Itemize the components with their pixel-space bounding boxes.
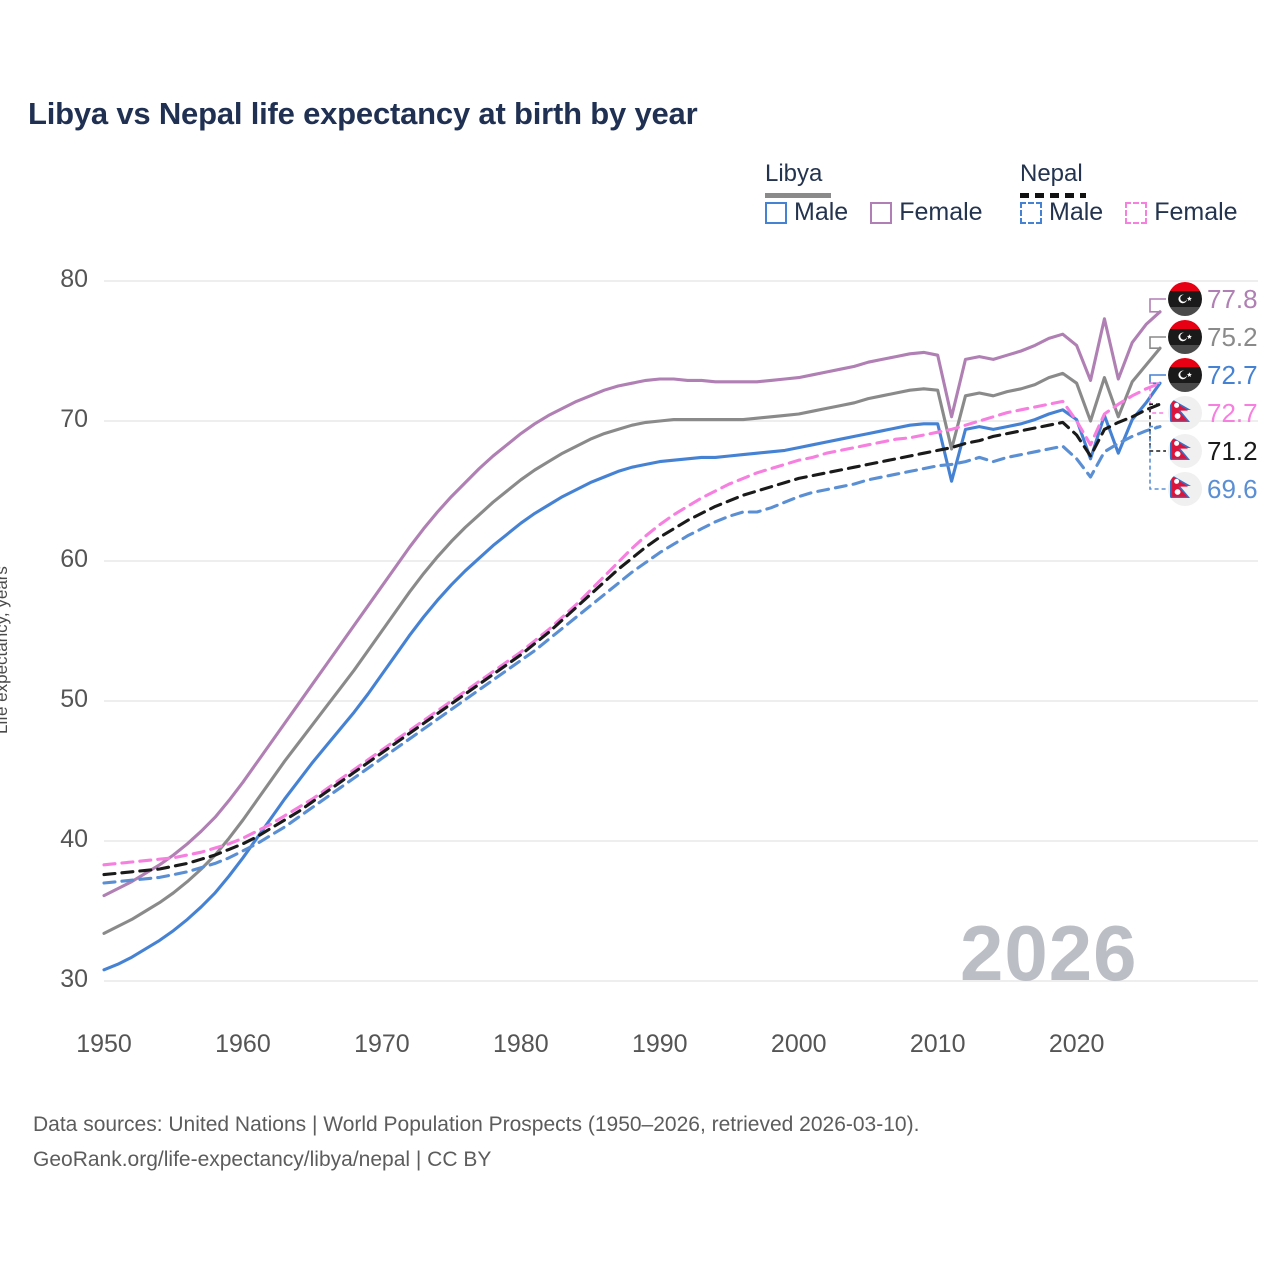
- end-label-row: 71.2: [1168, 434, 1258, 468]
- legend-items-libya: Male Female: [765, 198, 983, 227]
- y-tick-label: 70: [60, 405, 88, 433]
- end-label-row: 75.2: [1168, 320, 1258, 354]
- legend-country-nepal: Nepal: [1020, 160, 1083, 187]
- legend-item-libya-female[interactable]: Female: [870, 198, 983, 227]
- legend-group-nepal: Nepal Male Female: [1020, 160, 1238, 226]
- legend-swatch-icon: [1125, 201, 1148, 224]
- legend-rule-nepal: [1020, 193, 1086, 198]
- y-tick-label: 40: [60, 825, 88, 853]
- year-watermark: 2026: [960, 909, 1138, 997]
- leader-line: [1149, 403, 1166, 452]
- footer-line-1: Data sources: United Nations | World Pop…: [33, 1113, 920, 1136]
- libya-flag-icon: [1168, 358, 1202, 392]
- x-tick-label: 2000: [770, 1030, 827, 1058]
- x-tick-label: 1980: [493, 1030, 549, 1058]
- leader-line: [1149, 336, 1166, 349]
- legend-swatch-icon: [765, 201, 787, 224]
- leader-line: [1149, 425, 1166, 490]
- y-tick-label: 80: [60, 265, 88, 293]
- x-tick-label: 2020: [1048, 1030, 1105, 1058]
- nepal-flag-icon: [1168, 396, 1202, 430]
- legend-item-libya-male[interactable]: Male: [765, 198, 848, 227]
- end-label-value: 75.2: [1207, 321, 1258, 352]
- end-label-value: 69.6: [1207, 473, 1258, 504]
- libya-flag-icon: [1168, 282, 1202, 316]
- legend-country-libya: Libya: [765, 160, 823, 187]
- end-label-row: 72.7: [1168, 358, 1258, 392]
- legend-swatch-icon: [1020, 201, 1042, 224]
- end-label-row: 77.8: [1168, 282, 1258, 316]
- series-line: [102, 381, 1162, 867]
- series-line: [102, 310, 1162, 898]
- leader-line: [1149, 298, 1166, 313]
- footer: Data sources: United Nations | World Pop…: [33, 1107, 1243, 1177]
- legend-item-label: Female: [1154, 198, 1238, 226]
- page-title: Libya vs Nepal life expectancy at birth …: [28, 96, 698, 131]
- chart-legend: Libya Male Female Nepal Male: [760, 160, 1260, 240]
- end-label-value: 71.2: [1207, 435, 1258, 466]
- x-tick-label: 1960: [215, 1030, 271, 1058]
- legend-group-libya: Libya Male Female: [765, 160, 983, 226]
- leader-line: [1149, 374, 1166, 384]
- series-line: [102, 381, 1162, 972]
- end-label-row: 69.6: [1168, 472, 1258, 506]
- legend-item-nepal-male[interactable]: Male: [1020, 198, 1103, 227]
- nepal-flag-icon: [1168, 472, 1202, 506]
- series-line: [102, 402, 1162, 877]
- y-tick-label: 50: [60, 685, 88, 713]
- leader-line: [1149, 382, 1166, 414]
- x-tick-label: 2010: [909, 1030, 966, 1058]
- series-line: [102, 346, 1162, 935]
- libya-flag-icon: [1168, 320, 1202, 354]
- nepal-flag-icon: [1168, 434, 1202, 468]
- legend-swatch-icon: [870, 201, 893, 224]
- legend-items-nepal: Male Female: [1020, 198, 1238, 227]
- end-label-row: 72.7: [1168, 396, 1258, 430]
- y-tick-label: 30: [60, 965, 88, 993]
- x-tick-label: 1970: [354, 1030, 410, 1058]
- legend-item-label: Female: [899, 198, 983, 226]
- x-tick-label: 1950: [76, 1030, 132, 1058]
- end-label-value: 72.7: [1207, 397, 1258, 428]
- legend-item-label: Male: [1049, 198, 1104, 226]
- legend-item-label: Male: [794, 198, 849, 226]
- legend-rule-libya: [765, 193, 831, 198]
- footer-line-2: GeoRank.org/life-expectancy/libya/nepal …: [33, 1148, 492, 1171]
- x-tick-label: 1990: [631, 1030, 688, 1058]
- end-label-value: 77.8: [1207, 283, 1258, 314]
- y-tick-label: 60: [60, 545, 88, 573]
- series-line: [102, 425, 1162, 885]
- legend-item-nepal-female[interactable]: Female: [1125, 198, 1238, 227]
- end-label-value: 72.7: [1207, 359, 1258, 390]
